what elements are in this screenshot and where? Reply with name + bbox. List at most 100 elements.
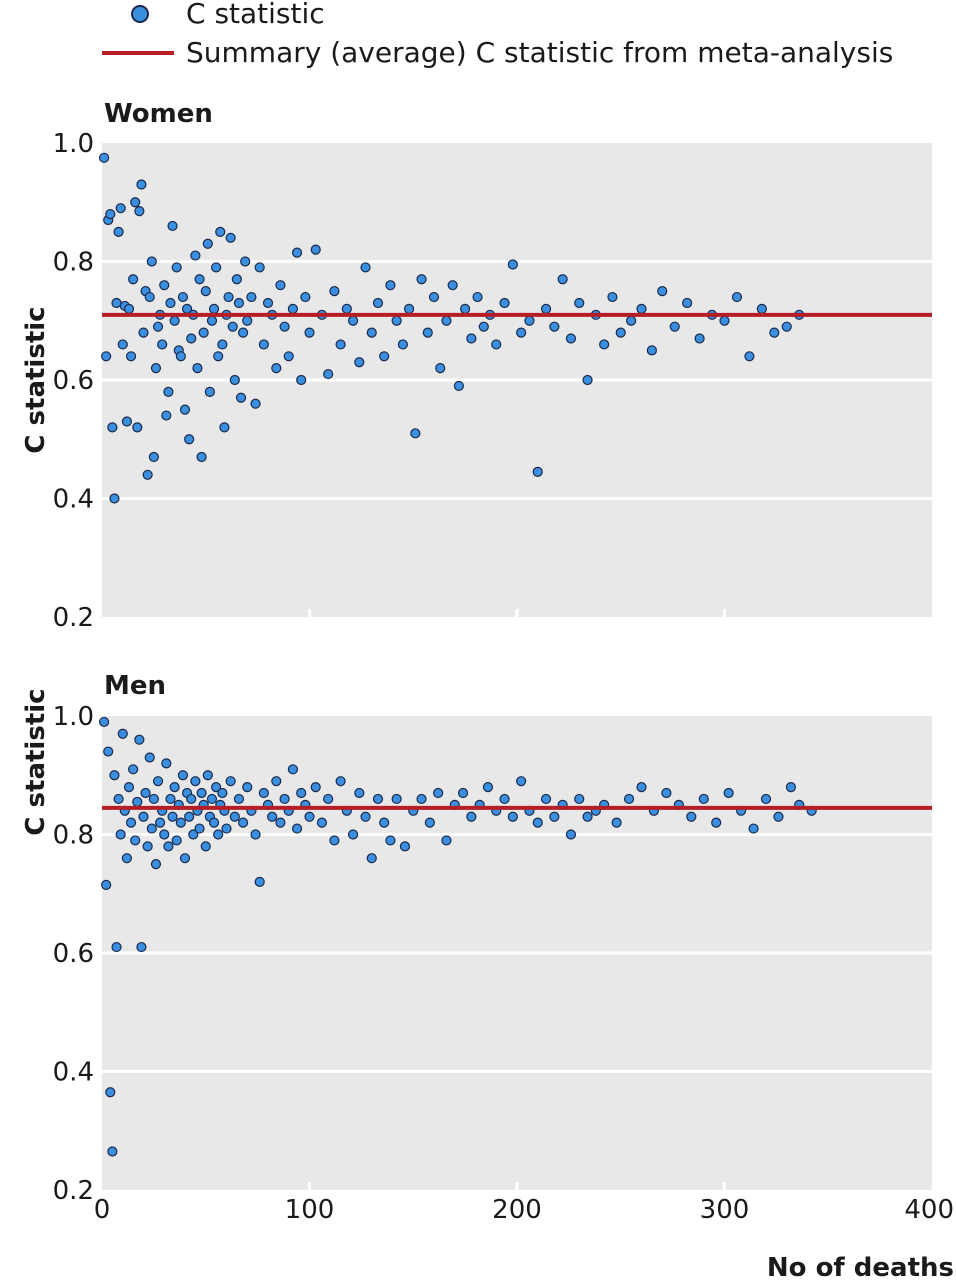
data-point [385, 835, 396, 846]
data-point [98, 152, 110, 163]
data-point [524, 315, 535, 326]
data-point [296, 787, 307, 799]
data-point [271, 776, 282, 787]
data-point [109, 770, 120, 781]
data-point [516, 327, 527, 338]
y-tick-label: 0.4 [53, 485, 94, 515]
data-point [416, 274, 427, 285]
data-point [291, 247, 303, 258]
data-point [636, 781, 647, 793]
data-point [165, 793, 176, 805]
data-point [773, 811, 784, 822]
data-point [128, 274, 139, 285]
y-tick-label: 0.8 [53, 248, 94, 278]
data-point [169, 315, 180, 326]
data-point [146, 823, 157, 834]
data-point [565, 829, 577, 840]
data-point [142, 841, 153, 852]
data-point [366, 327, 377, 338]
data-point [179, 853, 191, 864]
data-point [109, 493, 120, 504]
data-point [719, 315, 730, 326]
data-point [397, 339, 408, 350]
x-tick-label: 300 [700, 1195, 750, 1225]
data-point [607, 291, 618, 303]
y-tick-label: 0.4 [53, 1058, 94, 1088]
data-point [304, 811, 315, 822]
x-axis-label: No of deaths [767, 1253, 954, 1280]
data-point [347, 315, 359, 326]
data-point [756, 303, 767, 314]
data-point [435, 363, 446, 374]
data-point [310, 781, 321, 793]
data-point [372, 793, 384, 805]
data-point [491, 339, 502, 350]
data-point [466, 811, 477, 822]
data-point [148, 793, 159, 805]
data-point [192, 363, 203, 374]
data-point [291, 823, 303, 834]
data-point [379, 351, 390, 362]
legend-line-label: Summary (average) C statistic from meta-… [186, 36, 893, 69]
data-point [115, 829, 126, 840]
data-point [223, 291, 234, 303]
legend: C statistic Summary (average) C statisti… [102, 0, 893, 69]
data-point [636, 303, 647, 314]
data-point [246, 291, 257, 303]
data-point [132, 796, 143, 808]
data-point [167, 811, 178, 822]
data-point [410, 428, 421, 439]
data-point [428, 291, 440, 303]
data-point [101, 351, 112, 362]
data-point [125, 351, 137, 362]
data-point [760, 793, 772, 805]
data-point [200, 286, 211, 297]
data-point [134, 206, 145, 217]
legend-marker-label: C statistic [186, 0, 325, 30]
data-point [130, 835, 141, 846]
data-point [335, 339, 346, 350]
data-point [186, 333, 197, 344]
x-tick-label: 200 [492, 1195, 542, 1225]
data-point [142, 469, 153, 480]
data-point [258, 339, 269, 350]
data-point [323, 368, 334, 380]
data-point [744, 351, 755, 362]
data-point [213, 351, 224, 362]
data-point [453, 380, 464, 392]
data-point [163, 841, 174, 852]
data-point [238, 327, 249, 338]
data-point [196, 787, 207, 799]
data-point [221, 823, 232, 834]
data-point [177, 291, 189, 303]
data-point [121, 853, 133, 864]
data-point [157, 339, 168, 350]
data-point [231, 274, 242, 285]
data-point [150, 363, 162, 374]
data-point [385, 280, 396, 291]
y-tick-label: 1.0 [53, 702, 94, 732]
data-point [686, 811, 697, 822]
data-point [574, 297, 585, 309]
data-point [310, 244, 321, 255]
data-point [287, 764, 298, 775]
data-point [731, 291, 743, 303]
y-tick-label: 0.6 [53, 939, 94, 969]
y-tick-label: 0.6 [53, 366, 94, 396]
data-point [769, 327, 780, 338]
data-point [335, 776, 346, 787]
data-point [177, 770, 189, 781]
data-point [532, 466, 543, 477]
x-tick-label: 0 [94, 1195, 111, 1225]
data-point [155, 817, 166, 828]
panel-title-women: Women [104, 99, 213, 129]
data-point [258, 787, 269, 799]
data-point [136, 941, 147, 953]
data-point [682, 297, 693, 309]
data-point [557, 274, 568, 285]
data-point [404, 303, 415, 314]
data-point [107, 422, 118, 433]
data-point [233, 793, 245, 805]
points-women [98, 152, 805, 504]
